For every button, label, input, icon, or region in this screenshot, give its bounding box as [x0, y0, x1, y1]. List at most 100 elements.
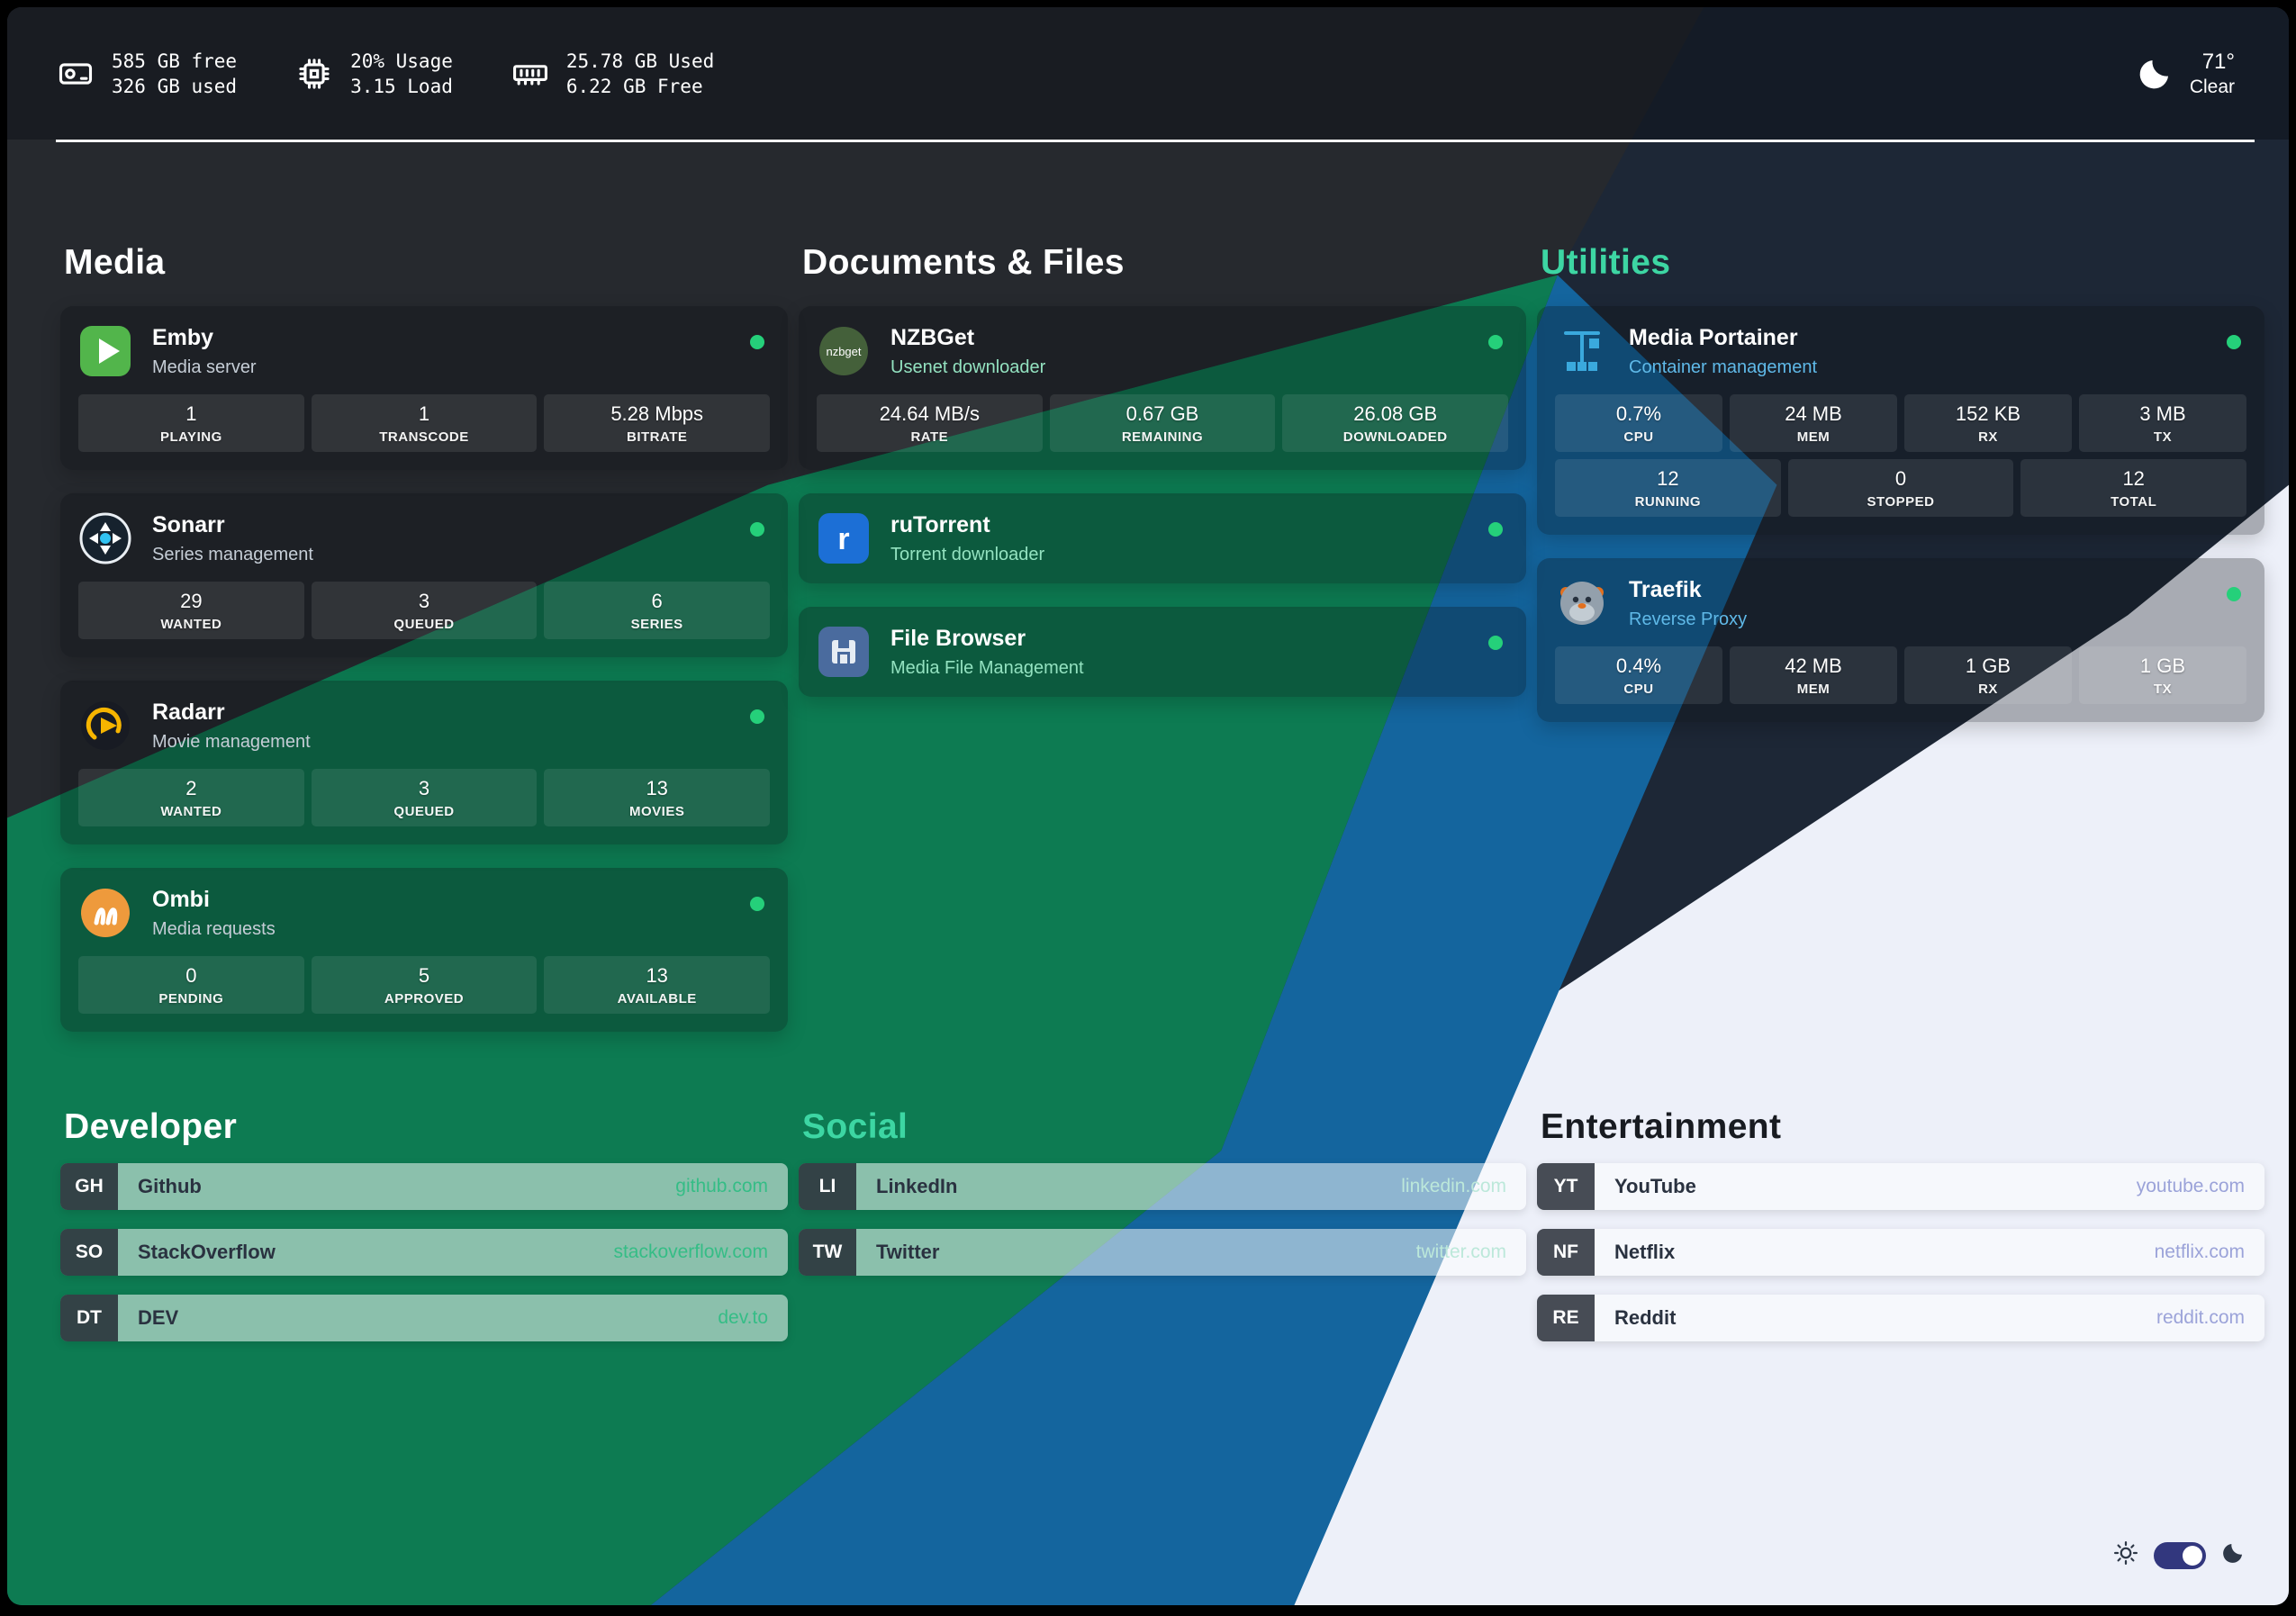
app-card-filebrowser[interactable]: File Browser Media File Management [799, 607, 1526, 697]
status-dot [1488, 636, 1503, 650]
dark-mode-toggle[interactable] [2154, 1541, 2206, 1569]
stat-tx: 3 MB TX [2079, 394, 2246, 452]
weather-temp: 71° [2201, 49, 2235, 74]
link-twitter[interactable]: TW Twitter twitter.com [799, 1229, 1526, 1276]
sonarr-icon [78, 511, 132, 565]
app-name: NZBGet [890, 324, 975, 350]
stat-label: BITRATE [626, 429, 688, 445]
app-card-sonarr[interactable]: Sonarr Series management 29 WANTED 3 QUE… [60, 493, 788, 657]
app-card-radarr[interactable]: Radarr Movie management 2 WANTED 3 QUEUE… [60, 681, 788, 844]
moon-theme-icon [2220, 1540, 2246, 1570]
stat-label: RX [1978, 682, 1998, 697]
stat-rate: 24.64 MB/s RATE [817, 394, 1043, 452]
link-sections: Developer GH Github github.com SO StackO… [7, 1107, 2289, 1360]
app-card-traefik[interactable]: Traefik Reverse Proxy 0.4% CPU 42 MB MEM [1537, 558, 2264, 722]
app-name: Emby [152, 324, 214, 350]
link-github[interactable]: GH Github github.com [60, 1163, 788, 1210]
link-url: twitter.com [1415, 1241, 1506, 1262]
link-abbr: LI [799, 1163, 856, 1210]
app-desc: Media File Management [890, 657, 1084, 678]
app-card-portainer[interactable]: Media Portainer Container management 0.7… [1537, 306, 2264, 535]
stat-label: PENDING [158, 991, 224, 1007]
cpu-usage: 20% Usage [350, 50, 453, 72]
link-url: netflix.com [2154, 1241, 2245, 1262]
stat-cpu: 0.4% CPU [1555, 646, 1722, 704]
link-stackoverflow[interactable]: SO StackOverflow stackoverflow.com [60, 1229, 788, 1276]
stat-label: QUEUED [393, 804, 455, 819]
stat-value: 3 [418, 777, 430, 799]
link-url: stackoverflow.com [613, 1241, 768, 1262]
app-name: Media Portainer [1629, 324, 1798, 350]
traefik-icon [1555, 576, 1609, 630]
app-name: Traefik [1629, 576, 1702, 602]
status-dot [750, 709, 764, 724]
stat-stopped: 0 STOPPED [1787, 459, 2014, 517]
cpu-load: 3.15 Load [350, 75, 453, 97]
section-media: Media Emby Media server [60, 142, 788, 1055]
cpu-icon [294, 54, 334, 94]
status-dot [750, 335, 764, 349]
app-name: Sonarr [152, 511, 225, 537]
stat-label: WANTED [160, 804, 222, 819]
memory-free: 6.22 GB Free [565, 75, 703, 97]
stat-label: AVAILABLE [617, 991, 697, 1007]
stat-value: 24 MB [1785, 402, 1842, 425]
section-title-developer: Developer [64, 1107, 238, 1146]
link-youtube[interactable]: YT YouTube youtube.com [1537, 1163, 2264, 1210]
stat-total: 12 TOTAL [2020, 459, 2247, 517]
weather-condition: Clear [2189, 76, 2235, 97]
cpu-lines: 20% Usage 3.15 Load [350, 49, 453, 99]
stat-label: DOWNLOADED [1342, 429, 1448, 445]
app-card-ombi[interactable]: Ombi Media requests 0 PENDING 5 APPROVED [60, 868, 788, 1032]
stat-value: 24.64 MB/s [879, 402, 980, 425]
app-card-emby[interactable]: Emby Media server 1 PLAYING 1 TRANSCODE [60, 306, 788, 470]
app-card-rutorrent[interactable]: r ruTorrent Torrent downloader [799, 493, 1526, 583]
cpu-stats: 20% Usage 3.15 Load [294, 49, 453, 99]
stat-label: RX [1978, 429, 1998, 445]
stat-label: TX [2153, 429, 2173, 445]
stat-value: 29 [180, 590, 203, 612]
stat-value: 3 MB [2139, 402, 2186, 425]
stat-pending: 0 PENDING [78, 956, 304, 1014]
memory-icon [511, 54, 550, 94]
link-reddit[interactable]: RE Reddit reddit.com [1537, 1295, 2264, 1341]
link-linkedin[interactable]: LI LinkedIn linkedin.com [799, 1163, 1526, 1210]
stat-value: 42 MB [1785, 655, 1842, 677]
stat-tx: 1 GB TX [2079, 646, 2246, 704]
stat-label: CPU [1623, 429, 1654, 445]
section-entertainment: Entertainment YT YouTube youtube.com NF … [1537, 1107, 2264, 1360]
stat-mem: 42 MB MEM [1730, 646, 1897, 704]
stat-remaining: 0.67 GB REMAINING [1049, 394, 1276, 452]
section-title-entertainment: Entertainment [1541, 1107, 1782, 1146]
stat-label: APPROVED [384, 991, 465, 1007]
link-netflix[interactable]: NF Netflix netflix.com [1537, 1229, 2264, 1276]
stat-label: STOPPED [1867, 494, 1935, 510]
stat-value: 1 GB [2139, 655, 2186, 677]
stat-value: 1 [418, 402, 430, 425]
stat-wanted: 2 WANTED [78, 769, 304, 826]
app-desc: Movie management [152, 731, 311, 752]
nzbget-icon: nzbget [817, 324, 871, 378]
emby-icon [78, 324, 132, 378]
portainer-icon [1555, 324, 1609, 378]
stat-label: QUEUED [393, 617, 455, 632]
moon-icon [2136, 55, 2174, 93]
stat-value: 6 [651, 590, 663, 612]
stat-transcode: 1 TRANSCODE [311, 394, 538, 452]
rutorrent-icon: r [817, 511, 871, 565]
stat-value: 0.7% [1615, 402, 1662, 425]
app-card-nzbget[interactable]: nzbget NZBGet Usenet downloader 24.64 MB… [799, 306, 1526, 470]
app-desc: Media server [152, 357, 257, 377]
disk-used: 326 GB used [112, 75, 238, 97]
radarr-icon [78, 699, 132, 753]
stat-series: 6 SERIES [544, 582, 771, 639]
stat-value: 1 [185, 402, 197, 425]
app-name: ruTorrent [890, 511, 990, 537]
stat-playing: 1 PLAYING [78, 394, 304, 452]
link-dev[interactable]: DT DEV dev.to [60, 1295, 788, 1341]
stat-label: SERIES [630, 617, 683, 632]
stat-approved: 5 APPROVED [311, 956, 538, 1014]
stat-available: 13 AVAILABLE [544, 956, 771, 1014]
status-dot [750, 522, 764, 537]
section-social: Social LI LinkedIn linkedin.com TW Twitt… [799, 1107, 1526, 1295]
